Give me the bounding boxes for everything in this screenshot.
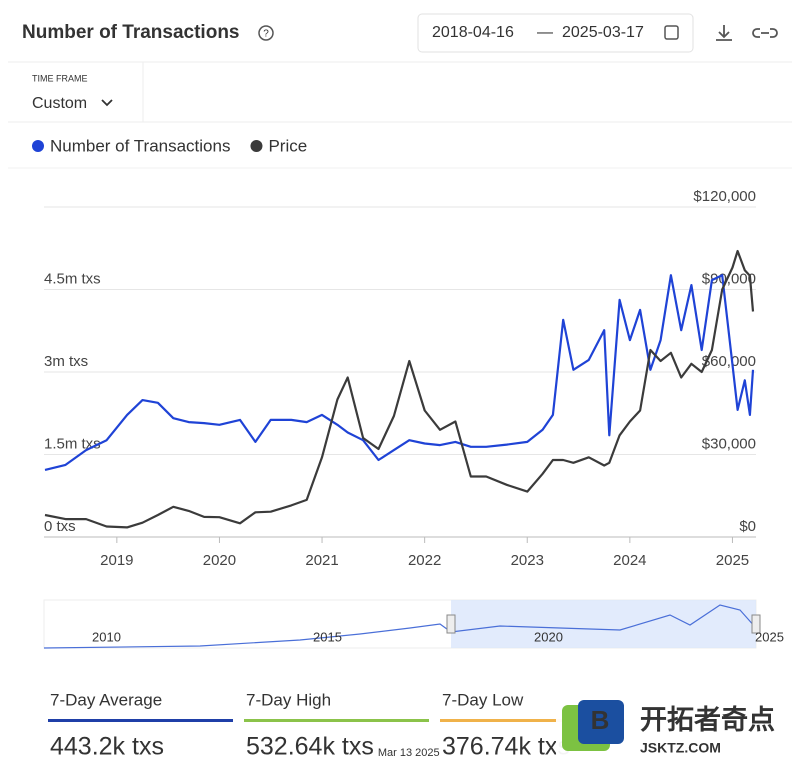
- title: Number of Transactions: [22, 22, 240, 43]
- help-mark: ?: [263, 29, 269, 40]
- dropdown-icon: [101, 99, 113, 107]
- legend-marker: [250, 140, 263, 152]
- y-tick-label: 3m txs: [44, 353, 88, 370]
- date-to: 2025-03-17: [562, 24, 644, 41]
- y2-tick-label: $30,000: [702, 435, 756, 452]
- x-tick-label: 2022: [408, 552, 441, 569]
- y-tick-label: 1.5m txs: [44, 435, 101, 452]
- navigator-label: 2010: [92, 629, 121, 644]
- date-from: 2018-04-16: [432, 24, 514, 41]
- navigator-label: 2025: [755, 629, 784, 644]
- legend-marker: [32, 140, 44, 152]
- x-tick-label: 2021: [305, 552, 338, 569]
- x-tick-label: 2020: [203, 552, 236, 569]
- date-separator: —: [537, 24, 553, 41]
- legend-label[interactable]: Price: [268, 136, 307, 155]
- navigator-label: 2015: [313, 629, 342, 644]
- navigator-line: [43, 604, 757, 649]
- x-tick-label: 2025: [716, 552, 749, 569]
- stat-value: 376.74k txs: [442, 733, 570, 761]
- link-icon[interactable]: [752, 28, 778, 38]
- watermark-name: 开拓者奇点: [640, 705, 775, 735]
- x-tick-label: 2023: [511, 552, 544, 569]
- stat-value: 532.64k txs: [246, 733, 374, 761]
- stat-underline: [244, 719, 429, 722]
- stat-underline: [48, 719, 233, 722]
- x-tick-label: 2024: [613, 552, 646, 569]
- series-line: [44, 274, 755, 471]
- stat-value: 443.2k txs: [50, 733, 164, 761]
- watermark-letter: B: [591, 705, 610, 735]
- stat-date: Mar 13 2025: [378, 747, 440, 759]
- calendar-icon[interactable]: [664, 25, 679, 40]
- help-icon[interactable]: [258, 25, 274, 41]
- stat-underline: [440, 719, 625, 722]
- x-tick-label: 2019: [100, 552, 133, 569]
- legend-label[interactable]: Number of Transactions: [50, 136, 230, 155]
- stat-label: 7-Day High: [246, 690, 331, 709]
- y2-tick-label: $120,000: [693, 188, 756, 205]
- watermark-url: JSKTZ.COM: [640, 740, 721, 756]
- watermark-logo: [578, 700, 624, 744]
- y2-tick-label: $90,000: [702, 270, 756, 287]
- navigator-selection[interactable]: [451, 600, 756, 648]
- y2-tick-label: $60,000: [702, 353, 756, 370]
- series-line: [44, 249, 755, 529]
- timeframe-label: TIME FRAME: [32, 73, 88, 83]
- navigator-label: 2020: [534, 629, 563, 644]
- navigator-handle[interactable]: [446, 614, 456, 634]
- navigator-handle[interactable]: [751, 614, 761, 634]
- stat-label: 7-Day Low: [442, 690, 524, 709]
- timeframe-value[interactable]: Custom: [32, 95, 87, 112]
- y-tick-label: 4.5m txs: [44, 270, 101, 287]
- stat-label: 7-Day Average: [50, 690, 162, 709]
- y-tick-label: 0 txs: [44, 518, 76, 535]
- date-range[interactable]: [417, 13, 694, 53]
- y2-tick-label: $0: [739, 518, 756, 535]
- download-icon[interactable]: [716, 25, 732, 41]
